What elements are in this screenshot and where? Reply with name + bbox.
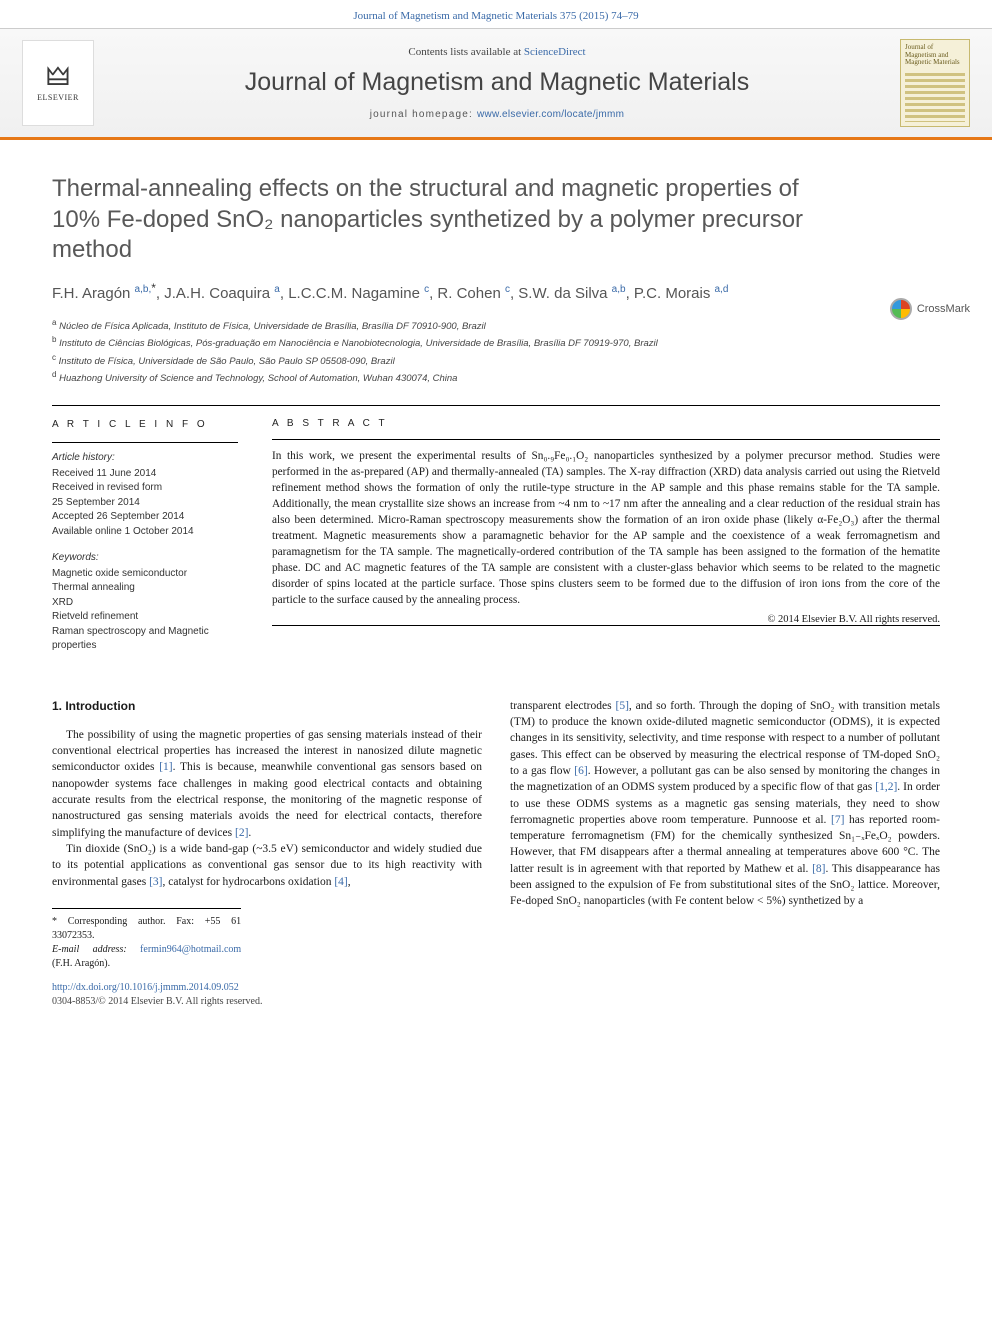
email-line: E-mail address: fermin964@hotmail.com (F… — [52, 943, 241, 971]
section-1-heading: 1. Introduction — [52, 698, 482, 715]
abstract-column: A B S T R A C T In this work, we present… — [272, 406, 940, 654]
corresponding-author-note: * Corresponding author. Fax: +55 61 3307… — [52, 915, 241, 943]
top-journal-ref: Journal of Magnetism and Magnetic Materi… — [0, 0, 992, 28]
doi-block: http://dx.doi.org/10.1016/j.jmmm.2014.09… — [52, 981, 482, 1009]
sciencedirect-link[interactable]: ScienceDirect — [524, 46, 586, 58]
email-suffix: (F.H. Aragón). — [52, 958, 110, 969]
history-heading: Article history: — [52, 451, 238, 466]
journal-ref-link[interactable]: Journal of Magnetism and Magnetic Materi… — [353, 10, 638, 22]
corresponding-email-link[interactable]: fermin964@hotmail.com — [140, 944, 241, 955]
elsevier-logo: 🜲 ELSEVIER — [22, 40, 94, 126]
abstract-heading: A B S T R A C T — [272, 418, 940, 429]
author-list: F.H. Aragón a,b,*, J.A.H. Coaquira a, L.… — [52, 280, 940, 305]
contents-available-line: Contents lists available at ScienceDirec… — [108, 46, 886, 58]
homepage-line: journal homepage: www.elsevier.com/locat… — [108, 109, 886, 120]
email-label: E-mail address: — [52, 944, 140, 955]
keywords-list: Magnetic oxide semiconductorThermal anne… — [52, 567, 238, 654]
cover-graphic — [905, 73, 965, 122]
elsevier-tree-icon: 🜲 — [46, 64, 70, 90]
contents-prefix: Contents lists available at — [408, 46, 523, 58]
journal-homepage-link[interactable]: www.elsevier.com/locate/jmmm — [477, 109, 624, 120]
header-center: Contents lists available at ScienceDirec… — [94, 46, 900, 120]
homepage-prefix: journal homepage: — [370, 109, 477, 120]
crossmark-badge[interactable]: CrossMark — [890, 298, 970, 320]
journal-name: Journal of Magnetism and Magnetic Materi… — [108, 68, 886, 97]
abstract-copyright: © 2014 Elsevier B.V. All rights reserved… — [272, 614, 940, 625]
article-info-heading: A R T I C L E I N F O — [52, 418, 238, 433]
keywords-heading: Keywords: — [52, 551, 238, 566]
section-1-para-1: The possibility of using the magnetic pr… — [52, 727, 482, 841]
journal-cover-thumb: Journal of Magnetism and Magnetic Materi… — [900, 39, 970, 127]
doi-link[interactable]: http://dx.doi.org/10.1016/j.jmmm.2014.09… — [52, 982, 239, 993]
section-1-para-2: Tin dioxide (SnO₂) is a wide band-gap (~… — [52, 841, 482, 890]
publisher-brand: ELSEVIER — [37, 93, 79, 102]
crossmark-icon — [890, 298, 912, 320]
section-1-para-2-continued: transparent electrodes [5], and so forth… — [510, 698, 940, 910]
history-list: Received 11 June 2014Received in revised… — [52, 467, 238, 540]
footnotes: * Corresponding author. Fax: +55 61 3307… — [52, 908, 241, 971]
crossmark-label: CrossMark — [917, 303, 970, 315]
journal-header: 🜲 ELSEVIER Contents lists available at S… — [0, 28, 992, 140]
article-title: Thermal-annealing effects on the structu… — [52, 174, 940, 266]
cover-title: Journal of Magnetism and Magnetic Materi… — [905, 44, 965, 67]
body-text: 1. Introduction The possibility of using… — [52, 698, 940, 1009]
divider — [272, 625, 940, 626]
issn-copyright: 0304-8853/© 2014 Elsevier B.V. All right… — [52, 996, 262, 1007]
affiliations: a Núcleo de Física Aplicada, Instituto d… — [52, 317, 940, 387]
abstract-text: In this work, we present the experimenta… — [272, 448, 940, 608]
article-info-column: A R T I C L E I N F O Article history: R… — [52, 406, 238, 654]
